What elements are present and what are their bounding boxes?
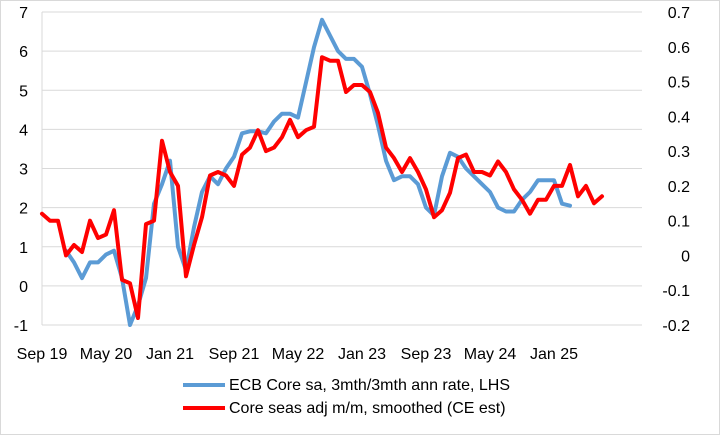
y-right-tick-label: 0.4 [668, 109, 690, 126]
y-left-tick-label: 2 [19, 201, 28, 218]
y-right-tick-label: 0.1 [668, 214, 690, 231]
y-left-tick-label: 3 [19, 162, 28, 179]
y-right-tick-label: 0 [681, 248, 690, 265]
y-left-tick-label: 7 [19, 5, 28, 22]
y-left-tick-label: 5 [19, 83, 28, 100]
y-right-tick-label: -0.1 [662, 283, 690, 300]
y-right-tick-label: 0.5 [668, 75, 690, 92]
series-line-ecb-core [64, 17, 572, 327]
y-right-tick-label: 0.2 [668, 179, 690, 196]
x-tick-label: Jan 25 [530, 346, 578, 363]
y-right-tick-label: 0.7 [668, 5, 690, 22]
x-tick-label: Sep 23 [401, 346, 452, 363]
x-tick-label: May 22 [272, 346, 325, 363]
y-left-tick-label: 6 [19, 44, 28, 61]
x-tick-label: Sep 21 [209, 346, 260, 363]
y-left-tick-label: 4 [19, 122, 28, 139]
legend-label: ECB Core sa, 3mth/3mth ann rate, LHS [229, 377, 510, 394]
x-tick-label: May 24 [464, 346, 517, 363]
series-line-core-seas-adj [40, 55, 604, 320]
y-right-tick-label: 0.3 [668, 144, 690, 161]
x-tick-label: Jan 23 [338, 346, 386, 363]
x-tick-label: May 20 [80, 346, 133, 363]
x-tick-label: Jan 21 [146, 346, 194, 363]
x-tick-label: Sep 19 [17, 346, 68, 363]
y-right-tick-label: 0.6 [668, 40, 690, 57]
y-left-tick-label: 0 [19, 279, 28, 296]
y-right-tick-label: -0.2 [662, 318, 690, 335]
y-left-tick-label: 1 [19, 240, 28, 257]
y-left-tick-label: -1 [14, 318, 28, 335]
legend-label: Core seas adj m/m, smoothed (CE est) [229, 400, 506, 417]
